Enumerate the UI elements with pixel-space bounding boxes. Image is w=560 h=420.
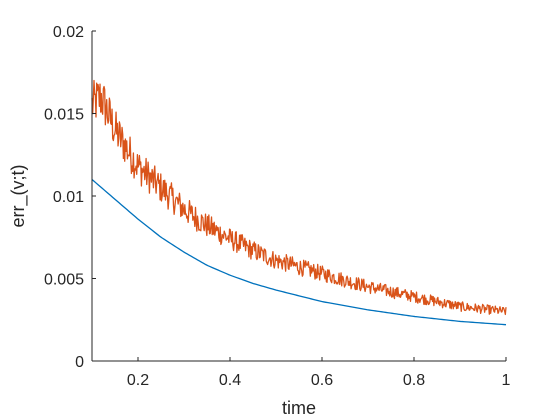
y-tick-label: 0.01 xyxy=(53,189,84,206)
plot-area xyxy=(92,31,506,361)
x-tick-label: 0.2 xyxy=(127,372,149,389)
y-tick-label: 0.005 xyxy=(44,272,84,289)
x-tick-label: 0.8 xyxy=(403,372,425,389)
y-axis-title: err_(v;t) xyxy=(8,165,29,228)
x-axis-title: time xyxy=(282,398,316,418)
y-tick-label: 0.015 xyxy=(44,107,84,124)
axes-layer: 0.2 0.4 0.6 0.8 1 0 0.005 0.01 0.015 0.02 xyxy=(44,24,511,389)
series-layer xyxy=(91,79,507,326)
series-line-1 xyxy=(91,179,507,326)
y-tick-label: 0 xyxy=(75,354,84,371)
x-tick-label: 0.6 xyxy=(311,372,333,389)
series-line-2 xyxy=(91,79,507,316)
x-tick-label: 0.4 xyxy=(219,372,241,389)
x-tick-label: 1 xyxy=(502,372,511,389)
y-tick-label: 0.02 xyxy=(53,24,84,41)
